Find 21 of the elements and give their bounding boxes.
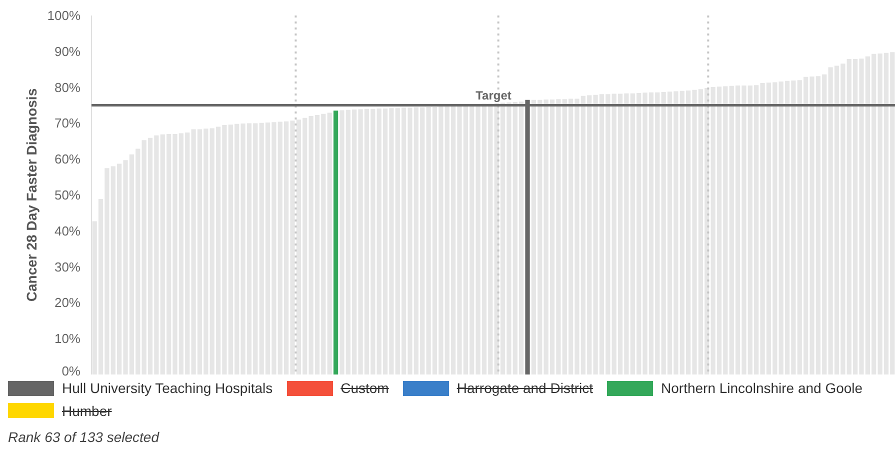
y-axis-title: Cancer 28 Day Faster Diagnosis [23, 88, 40, 302]
y-tick-label: 20% [54, 295, 81, 310]
bar [327, 112, 332, 374]
legend-label: Hull University Teaching Hospitals [62, 379, 273, 398]
text: Rank 63 of 133 selected [8, 428, 159, 448]
y-tick-label: 70% [54, 116, 81, 131]
y-tick-label: 80% [54, 80, 81, 95]
y-tick-label: 60% [54, 152, 81, 167]
legend-label: Northern Lincolnshire and Goole [661, 379, 863, 398]
y-tick-label: 100% [47, 8, 81, 23]
legend-label: Custom [340, 379, 389, 398]
y-tick-label: 10% [54, 331, 81, 346]
y-tick-label: 50% [54, 188, 81, 202]
legend-label: Harrogate and District [456, 379, 594, 398]
y-tick-label: 90% [54, 44, 81, 59]
y-tick-label: 40% [54, 223, 81, 238]
y-tick-label: 30% [54, 259, 81, 274]
legend-label: Humber [62, 402, 112, 420]
bar [333, 110, 338, 374]
ref-line-label: Target [476, 88, 512, 102]
y-tick-label: 0% [62, 364, 81, 378]
